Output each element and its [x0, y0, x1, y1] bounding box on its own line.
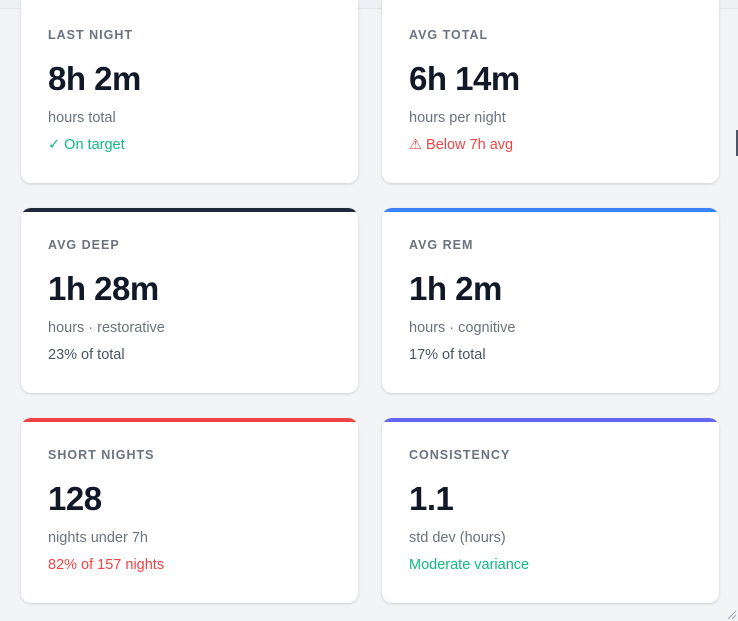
- card-accent-bar: [21, 418, 358, 422]
- stat-card-detail: 23% of total: [48, 347, 125, 363]
- stat-card-avg-total: AVG TOTAL 6h 14m hours per night ⚠ Below…: [382, 0, 719, 183]
- stat-card-subtitle: hours · cognitive: [409, 320, 516, 336]
- stat-card-status: ⚠ Below 7h avg: [409, 137, 514, 153]
- stat-card-consistency: CONSISTENCY 1.1 std dev (hours) Moderate…: [382, 418, 719, 603]
- stat-card-subtitle: nights under 7h: [48, 530, 148, 546]
- stat-card-avg-deep: AVG DEEP 1h 28m hours · restorative 23% …: [21, 208, 358, 393]
- stat-card-label: AVG DEEP: [48, 238, 120, 252]
- card-accent-bar: [382, 208, 719, 212]
- stat-card-subtitle: std dev (hours): [409, 530, 506, 546]
- window-top-edge: [0, 0, 738, 9]
- stat-card-detail: 82% of 157 nights: [48, 557, 165, 573]
- stat-card-value: 8h 2m: [48, 60, 141, 97]
- stat-card-last-night: LAST NIGHT 8h 2m hours total ✓ On target: [21, 0, 358, 183]
- stat-card-label: SHORT NIGHTS: [48, 448, 155, 462]
- stat-card-label: CONSISTENCY: [409, 448, 511, 462]
- stat-card-label: AVG TOTAL: [409, 28, 489, 42]
- stat-card-detail: 17% of total: [409, 347, 486, 363]
- stat-card-value: 1h 28m: [48, 270, 159, 307]
- stat-card-value: 1h 2m: [409, 270, 502, 307]
- stats-grid: LAST NIGHT 8h 2m hours total ✓ On target…: [21, 0, 719, 603]
- stat-card-subtitle: hours total: [48, 110, 116, 126]
- resize-grip-icon[interactable]: [725, 608, 737, 620]
- stat-card-short-nights: SHORT NIGHTS 128 nights under 7h 82% of …: [21, 418, 358, 603]
- stat-card-label: LAST NIGHT: [48, 28, 133, 42]
- scrollbar-thumb[interactable]: [736, 130, 738, 156]
- card-accent-bar: [21, 208, 358, 212]
- stat-card-status: ✓ On target: [48, 137, 125, 153]
- stat-card-avg-rem: AVG REM 1h 2m hours · cognitive 17% of t…: [382, 208, 719, 393]
- stat-card-label: AVG REM: [409, 238, 474, 252]
- stat-card-value: 1.1: [409, 480, 454, 517]
- stat-card-subtitle: hours per night: [409, 110, 506, 126]
- stat-card-value: 6h 14m: [409, 60, 520, 97]
- stat-card-value: 128: [48, 480, 102, 517]
- stat-card-subtitle: hours · restorative: [48, 320, 165, 336]
- stat-card-detail: Moderate variance: [409, 557, 530, 573]
- card-accent-bar: [382, 418, 719, 422]
